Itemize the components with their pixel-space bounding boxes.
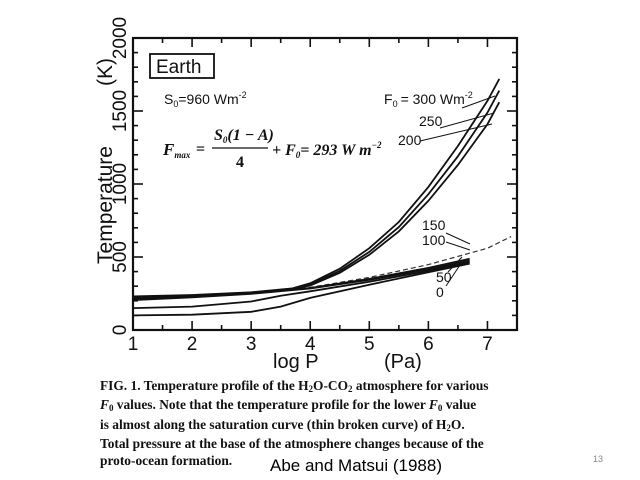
y-tick-label: 1500	[110, 90, 131, 132]
s0-annotation: S0=960 Wm-2	[164, 90, 247, 109]
series-line-f0-100	[132, 259, 470, 301]
series-lines	[132, 78, 512, 317]
figure-caption: FIG. 1. Temperature profile of the H2O-C…	[100, 378, 532, 469]
svg-text:=: =	[196, 141, 205, 158]
svg-text:S0(1 − A): S0(1 − A)	[214, 127, 274, 145]
svg-text:4: 4	[236, 154, 244, 171]
panel-label: Earth	[156, 57, 201, 78]
label-leaders	[419, 95, 496, 287]
x-tick-label: 5	[364, 334, 375, 355]
label-0: 0	[436, 284, 444, 300]
y-tick-label: 2000	[110, 17, 131, 59]
formula: Fmax = S0(1 − A) 4 + F0= 293 W m−2	[162, 127, 382, 171]
x-tick-label: 3	[246, 334, 257, 355]
y-tick-label: 1000	[110, 163, 131, 205]
caption-line-1: FIG. 1. Temperature profile of the H2O-C…	[100, 378, 489, 394]
x-tick-label: 6	[423, 334, 434, 355]
x-tick-label: 2	[187, 334, 198, 355]
label-200: 200	[398, 132, 422, 148]
series-line-f0-50	[132, 261, 470, 309]
y-axis-title: Temperature	[94, 146, 117, 264]
caption-line-4: Total pressure at the base of the atmosp…	[100, 436, 484, 452]
series-line-f0-0	[132, 262, 470, 317]
svg-text:+ F0= 293 W m−2: + F0= 293 W m−2	[272, 140, 382, 160]
caption-line-5: proto-ocean formation.	[100, 452, 233, 468]
svg-text:Fmax: Fmax	[162, 140, 191, 160]
caption-line-2: F0 values. Note that the temperature pro…	[100, 397, 477, 414]
axis-ticks	[132, 37, 518, 331]
caption-line-3: is almost along the saturation curve (th…	[100, 416, 465, 433]
x-axis-title: log P	[273, 351, 319, 373]
citation: Abe and Matsui (1988)	[270, 456, 442, 475]
x-axis-unit: (Pa)	[384, 351, 422, 373]
y-tick-label: 0	[110, 325, 131, 336]
label-300: F0 = 300 Wm-2	[384, 90, 473, 109]
x-tick-label: 1	[128, 334, 139, 355]
x-tick-label: 7	[482, 334, 493, 355]
slide-number: 13	[593, 454, 604, 464]
panel-label-box	[149, 53, 215, 79]
label-100: 100	[422, 232, 446, 248]
series-labels: F0 = 300 Wm-2 250 200 150 100 50 0	[384, 90, 473, 300]
y-tick-label: 500	[110, 241, 131, 273]
label-250: 250	[419, 113, 443, 129]
label-50: 50	[436, 269, 452, 285]
label-150: 150	[422, 217, 446, 233]
x-tick-label: 4	[305, 334, 316, 355]
y-axis-unit: (K)	[94, 58, 117, 86]
